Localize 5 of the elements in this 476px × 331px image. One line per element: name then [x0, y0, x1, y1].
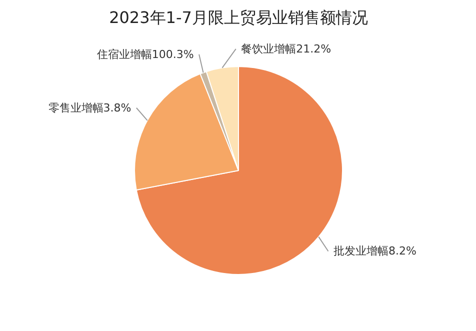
slice-label: 住宿业增幅100.3%	[96, 48, 194, 61]
slice-label: 餐饮业增幅21.2%	[241, 42, 332, 56]
slice-label: 零售业增幅3.8%	[48, 101, 132, 114]
slice-label: 批发业增幅8.2%	[333, 244, 416, 258]
chart-title: 2023年1-7月限上贸易业销售额情况	[109, 8, 368, 27]
